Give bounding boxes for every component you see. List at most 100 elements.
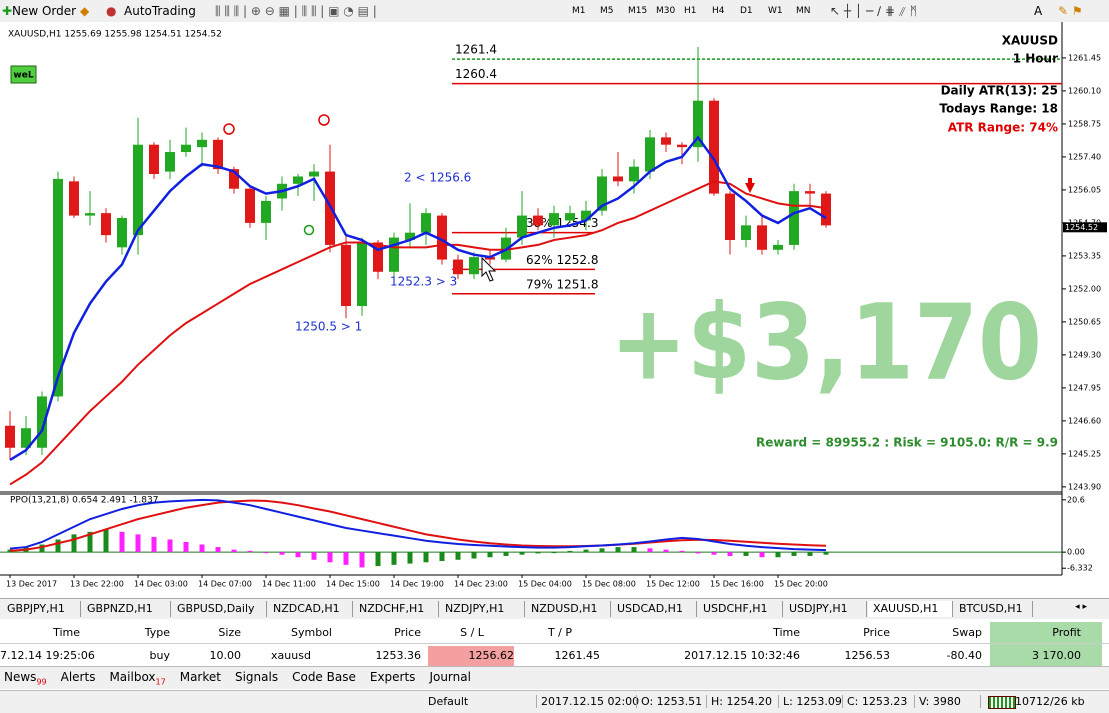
chart-tab[interactable]: NZDJPY,H1 — [440, 601, 525, 617]
timeframe-button[interactable]: D1 — [740, 6, 753, 16]
column-header[interactable]: T / P — [547, 626, 573, 639]
autotrading-button[interactable]: AutoTrading — [124, 4, 196, 18]
histogram-bar — [599, 548, 605, 553]
chart-tab[interactable]: GBPNZD,H1 — [82, 601, 171, 617]
column-header[interactable]: Time — [773, 626, 800, 639]
column-header[interactable]: Price — [863, 626, 890, 639]
y-tick-label: 20.6 — [1067, 495, 1085, 504]
divider — [0, 643, 1109, 644]
candle-body — [309, 171, 319, 177]
chart-tab[interactable]: GBPUSD,Daily — [172, 601, 267, 617]
terminal-tab[interactable]: Market — [180, 670, 221, 684]
column-header[interactable]: Price — [394, 626, 421, 639]
chart-tab[interactable]: USDJPY,H1 — [784, 601, 867, 617]
status-field: Default — [428, 695, 469, 708]
candle-body — [229, 169, 239, 189]
x-tick-label: 15 Dec 20:00 — [774, 580, 828, 589]
terminal-tab[interactable]: Code Base — [292, 670, 356, 684]
x-tick-label: 13 Dec 2017 — [6, 580, 57, 589]
histogram-bar — [519, 552, 525, 555]
signal-circle — [318, 114, 330, 126]
histogram-bar — [535, 552, 541, 554]
column-header[interactable]: Type — [144, 626, 170, 639]
chart-tab[interactable]: USDCHF,H1 — [698, 601, 783, 617]
tab-label: Market — [179, 670, 221, 684]
chart-tab[interactable]: NZDCAD,H1 — [268, 601, 353, 617]
status-field: L: 1253.09 — [778, 695, 842, 708]
scroll-arrows[interactable]: ◂ ▸ — [1075, 602, 1087, 612]
candle-body — [549, 213, 559, 226]
histogram-bar — [823, 552, 829, 555]
chart-tab[interactable]: XAUUSD,H1 — [868, 601, 953, 617]
candle-body — [85, 213, 95, 216]
candle-body — [789, 191, 799, 245]
histogram-bar — [487, 552, 493, 558]
icon: ● — [106, 4, 117, 18]
y-tick-label: 1250.65 — [1068, 317, 1101, 326]
column-header[interactable]: Size — [218, 626, 241, 639]
histogram-bar — [87, 531, 93, 553]
chart-tab[interactable]: USDCAD,H1 — [612, 601, 697, 617]
ppo-signal — [9, 499, 827, 552]
histogram-bar — [807, 552, 813, 556]
annotation: 1252.3 > 3 — [390, 275, 457, 289]
chart-tab[interactable]: NZDUSD,H1 — [526, 601, 611, 617]
chart-bg — [0, 22, 1109, 598]
timeframe-button[interactable]: H4 — [712, 6, 725, 16]
timeframe-button[interactable]: M1 — [572, 6, 586, 16]
terminal-tab[interactable]: Experts — [370, 670, 416, 684]
histogram-bar — [423, 552, 429, 563]
table-cell: 1256.62 — [468, 649, 515, 662]
x-tick-label: 14 Dec 19:00 — [390, 580, 444, 589]
histogram-bar — [583, 549, 589, 553]
timeframe-button[interactable]: M5 — [600, 6, 614, 16]
candle-body — [453, 259, 463, 275]
histogram-bar — [743, 552, 749, 556]
candle-body — [421, 213, 431, 233]
histogram-bar — [359, 552, 365, 568]
tab-label: News — [4, 670, 37, 684]
ppo-main — [9, 498, 827, 552]
icon: ✎ ⚑ — [1058, 4, 1083, 18]
candle-body — [821, 193, 831, 226]
atr-range: ATR Range: 74% — [948, 121, 1058, 135]
symbol-info: XAUUSD,H1 1255.69 1255.98 1254.51 1254.5… — [8, 30, 222, 40]
icon: ✚ — [2, 4, 13, 18]
chart-tab[interactable]: GBPJPY,H1 — [2, 601, 81, 617]
timeframe-button[interactable]: H1 — [684, 6, 697, 16]
y-tick-label: 0.00 — [1067, 548, 1085, 557]
table-cell: 1261.45 — [554, 649, 601, 662]
ma-fast — [9, 135, 827, 462]
symbol: XAUUSD — [1002, 34, 1058, 48]
timeframe-button[interactable]: W1 — [768, 6, 783, 16]
terminal-tab[interactable]: News99 — [4, 670, 47, 686]
column-header[interactable]: Swap — [952, 626, 982, 639]
timeframe-button[interactable]: M30 — [656, 6, 676, 16]
timeframe-button[interactable]: MN — [796, 6, 811, 16]
status-bar: Default 2017.12.15 02:00 O: 1253.51 H: 1254… — [0, 690, 1109, 713]
x-tick-label: 15 Dec 04:00 — [518, 580, 572, 589]
terminal-tab[interactable]: Alerts — [61, 670, 96, 684]
column-header[interactable]: S / L — [460, 626, 484, 639]
terminal-tab[interactable]: Signals — [235, 670, 278, 684]
status-field: H: 1254.20 — [706, 695, 772, 708]
candle-body — [101, 213, 111, 236]
column-header[interactable]: Symbol — [291, 626, 332, 639]
chart-tab[interactable]: NZDCHF,H1 — [354, 601, 439, 617]
column-header[interactable]: Time — [53, 626, 80, 639]
histogram-bar — [263, 552, 269, 554]
timeframe-button[interactable]: M15 — [628, 6, 648, 16]
candle-body — [261, 200, 271, 223]
terminal-tab[interactable]: Journal — [429, 670, 471, 684]
x-tick-label: 14 Dec 11:00 — [262, 580, 316, 589]
tab-label: Code Base — [292, 670, 356, 684]
column-header[interactable]: Profit — [1052, 626, 1081, 639]
chart-tab[interactable]: BTCUSD,H1 — [954, 601, 1033, 617]
new-order-button[interactable]: New Order — [12, 4, 77, 18]
text-tool[interactable]: A — [1034, 4, 1043, 18]
chart-tabs: GBPJPY,H1 GBPNZD,H1 GBPUSD,Daily NZDCAD,H1 N… — [0, 598, 1109, 619]
y-tick-label: 1260.10 — [1068, 86, 1101, 95]
ppo-title: PPO(13,21,8) 0.654 2.491 -1.837 — [10, 496, 158, 506]
terminal-tab[interactable]: Mailbox17 — [109, 670, 165, 686]
histogram-bar — [551, 552, 557, 554]
